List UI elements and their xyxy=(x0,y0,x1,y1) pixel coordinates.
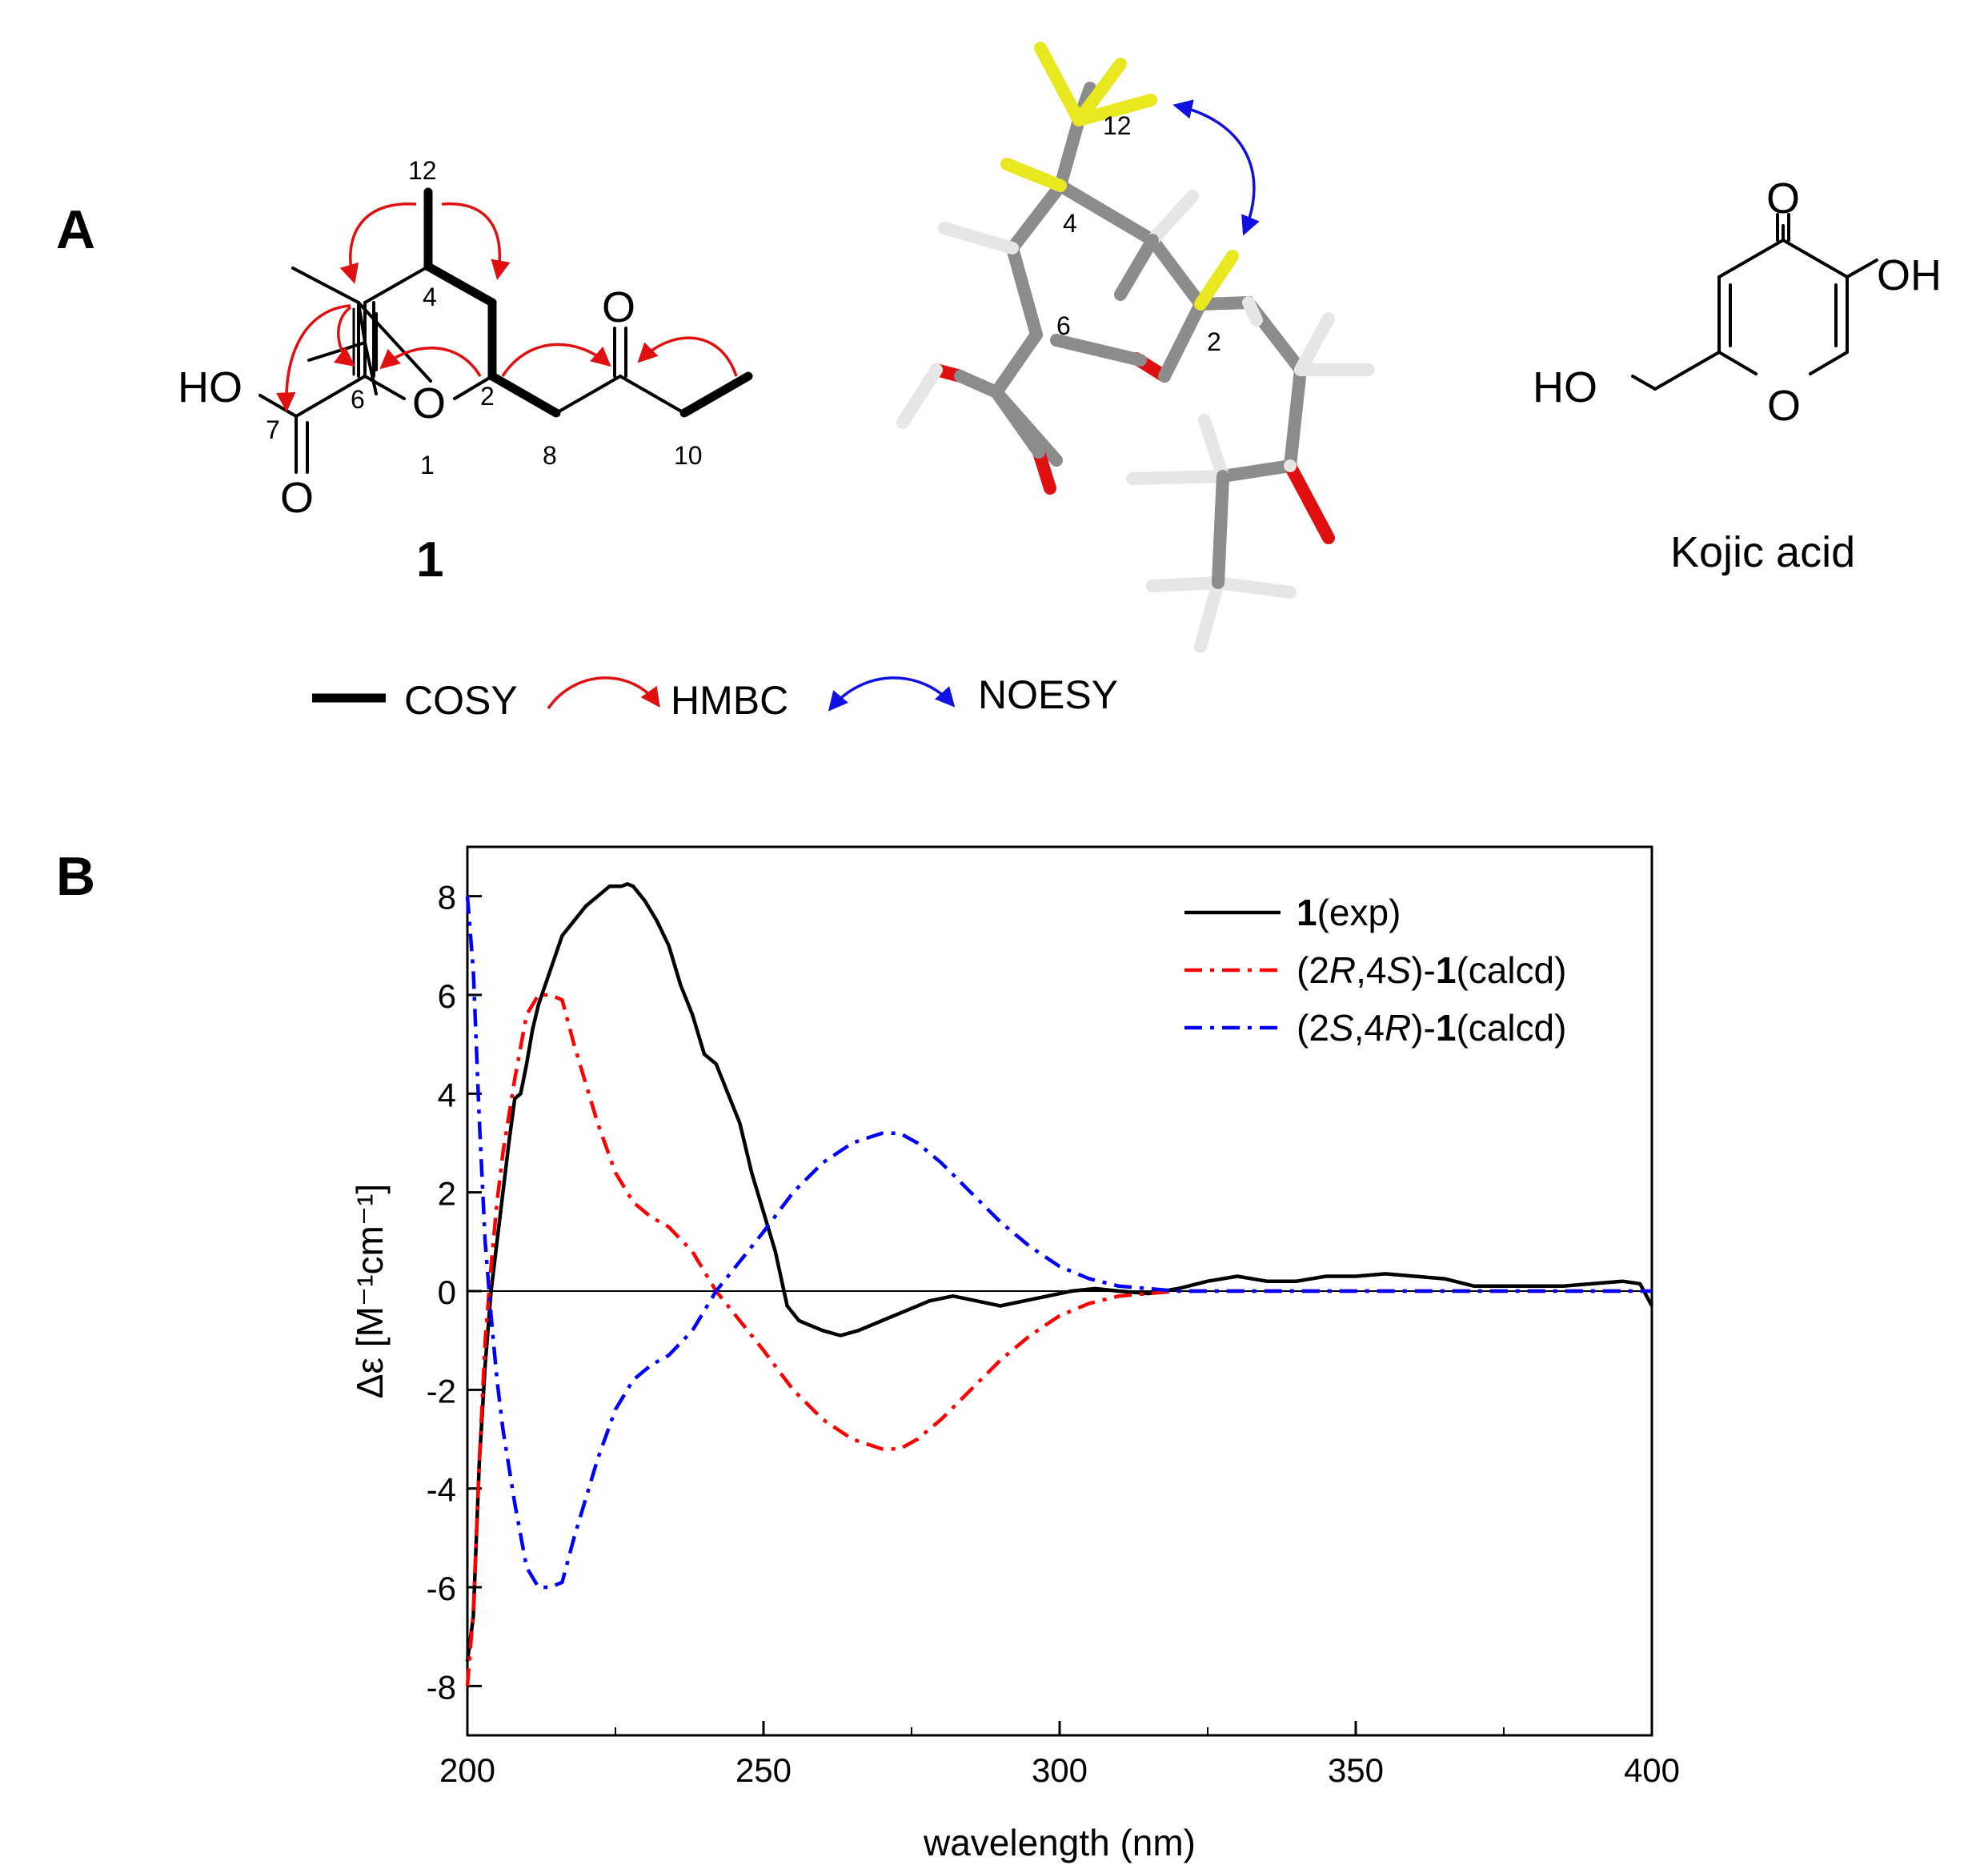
legend-noesy-arrow xyxy=(828,676,956,712)
x-tick-label: 300 xyxy=(1032,1751,1088,1789)
y-tick-label: 2 xyxy=(438,1175,456,1213)
x-axis-label: wavelength (nm) xyxy=(923,1822,1196,1863)
y-tick-label: 8 xyxy=(438,879,456,916)
x-tick-label: 250 xyxy=(735,1751,792,1789)
y-axis: -8 -6 -4 -2 0 2 4 6 8 xyxy=(427,879,482,1706)
model-carbon-bonds xyxy=(988,82,1308,589)
kojic-acid: O OH HO O Kojic acid xyxy=(1533,174,1942,576)
series-group xyxy=(465,882,1653,1687)
x-axis: 200 250 300 350 400 xyxy=(439,1721,1680,1789)
y-axis-label: Δε [M⁻¹cm⁻¹] xyxy=(349,1184,391,1398)
atom-ho: HO xyxy=(178,363,242,411)
atom-o1: O xyxy=(412,379,446,427)
top-legend: COSY HMBC NOESY xyxy=(312,672,1118,723)
y-tick-label: -6 xyxy=(427,1570,456,1607)
structure-1: HO O O O 12 4 6 2 7 1 8 10 1 xyxy=(178,156,753,588)
model-num-4: 4 xyxy=(1063,209,1077,238)
model-3d: 12 4 6 2 xyxy=(896,42,1375,653)
chart-legend: 1(exp) (2R,4S)-1(calcd) (2S,4R)-1(calcd) xyxy=(1184,892,1566,1049)
series-line-0 xyxy=(465,882,1653,1662)
kojic-atom-oh: OH xyxy=(1877,251,1942,299)
legend-hmbc-arrow xyxy=(547,676,660,710)
series-line-1 xyxy=(465,993,1652,1687)
x-tick-label: 200 xyxy=(439,1751,495,1789)
y-tick-label: -2 xyxy=(427,1372,456,1410)
kojic-atom-ho: HO xyxy=(1533,363,1597,411)
hmbc-arrows xyxy=(276,203,738,412)
compound-label-1: 1 xyxy=(416,532,443,588)
num-6: 6 xyxy=(351,385,365,414)
y-tick-label: 6 xyxy=(438,977,456,1015)
kojic-name: Kojic acid xyxy=(1670,528,1855,576)
legend-entry-1: (2R,4S)-1(calcd) xyxy=(1297,949,1566,991)
legend-cosy-label: COSY xyxy=(404,678,518,723)
kojic-atom-o-carbonyl: O xyxy=(1766,174,1800,223)
legend-hmbc-label: HMBC xyxy=(671,678,788,723)
y-tick-label: -8 xyxy=(427,1668,456,1706)
model-num-12: 12 xyxy=(1103,111,1132,140)
model-highlight-hydrogens xyxy=(1000,42,1239,311)
noesy-arrow-model xyxy=(1172,99,1260,236)
num-10: 10 xyxy=(674,441,703,470)
panel-label-b: B xyxy=(56,846,95,907)
panel-label-a: A xyxy=(56,199,95,260)
num-2: 2 xyxy=(480,382,495,411)
series-line-2 xyxy=(465,896,1652,1590)
model-num-2: 2 xyxy=(1207,327,1221,356)
num-4: 4 xyxy=(423,283,437,311)
cosy-bonds xyxy=(423,187,753,418)
atom-o7: O xyxy=(280,474,314,522)
legend-noesy-label: NOESY xyxy=(978,672,1118,717)
y-tick-label: 0 xyxy=(438,1273,456,1311)
legend-entry-2: (2S,4R)-1(calcd) xyxy=(1297,1007,1566,1049)
num-1: 1 xyxy=(420,451,435,479)
num-8: 8 xyxy=(543,441,557,470)
y-tick-label: -4 xyxy=(427,1471,456,1509)
kojic-atom-o-ring: O xyxy=(1767,382,1801,430)
num-12: 12 xyxy=(408,156,437,185)
legend-entry-0: 1(exp) xyxy=(1297,892,1401,933)
x-tick-label: 400 xyxy=(1624,1751,1680,1789)
y-tick-label: 4 xyxy=(438,1076,456,1113)
model-num-6: 6 xyxy=(1056,311,1071,340)
cd-chart: -8 -6 -4 -2 0 2 4 6 8 200 250 300 350 400 wavelength… xyxy=(349,845,1680,1863)
x-tick-label: 350 xyxy=(1328,1751,1384,1789)
num-7: 7 xyxy=(266,415,280,444)
atom-o9: O xyxy=(602,283,635,331)
